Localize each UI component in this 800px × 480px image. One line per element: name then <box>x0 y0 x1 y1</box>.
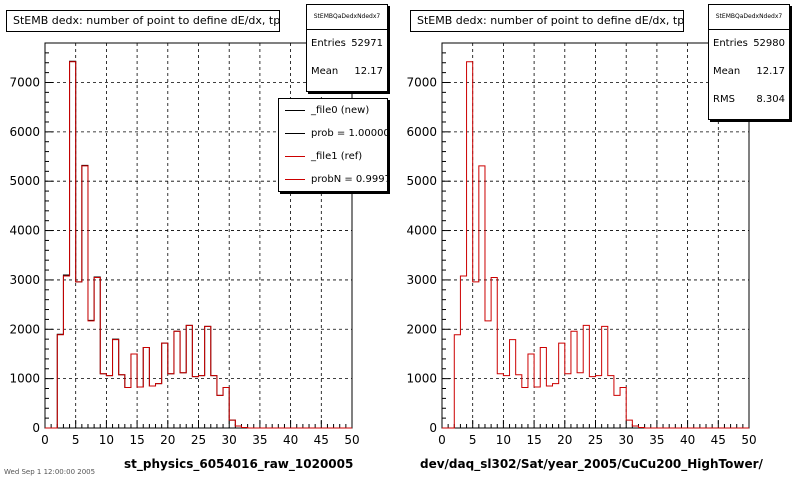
stats-row-entries: Entries 52980 <box>713 38 785 49</box>
x-tick-label: 10 <box>496 433 511 447</box>
stats-row-mean: Mean 12.17 <box>713 66 785 77</box>
stats-row-entries: Entries 52971 <box>311 38 383 49</box>
x-tick-label: 25 <box>191 433 206 447</box>
histogram-series <box>45 61 352 429</box>
x-tick-label: 35 <box>252 433 267 447</box>
y-tick-label: 0 <box>32 421 40 435</box>
legend-swatch <box>285 110 305 111</box>
x-tick-label: 25 <box>588 433 603 447</box>
y-tick-label: 6000 <box>9 125 40 139</box>
right-histogram-title: StEMB dedx: number of point to define dE… <box>410 10 684 32</box>
x-tick-label: 30 <box>222 433 237 447</box>
x-tick-label: 40 <box>680 433 695 447</box>
legend-swatch <box>285 179 305 180</box>
y-tick-label: 1000 <box>406 372 437 386</box>
legend-swatch <box>285 133 305 134</box>
x-tick-label: 15 <box>129 433 144 447</box>
x-tick-label: 50 <box>344 433 359 447</box>
x-tick-label: 35 <box>649 433 664 447</box>
stats-name: StEMBQaDedxNdedx7 <box>709 5 789 30</box>
x-tick-label: 20 <box>557 433 572 447</box>
y-tick-label: 7000 <box>406 75 437 89</box>
x-tick-label: 0 <box>41 433 49 447</box>
right-stats-box: StEMBQaDedxNdedx7 Entries 52980 Mean 12.… <box>708 4 790 120</box>
left-x-axis-title: st_physics_6054016_raw_1020005 <box>124 457 354 471</box>
stats-name: StEMBQaDedxNdedx7 <box>307 5 387 30</box>
x-tick-label: 0 <box>438 433 446 447</box>
y-tick-label: 4000 <box>406 224 437 238</box>
y-tick-label: 2000 <box>9 322 40 336</box>
x-tick-label: 20 <box>160 433 175 447</box>
y-tick-label: 7000 <box>9 75 40 89</box>
x-tick-label: 45 <box>314 433 329 447</box>
left-histogram-title: StEMB dedx: number of point to define dE… <box>6 10 280 32</box>
y-tick-label: 5000 <box>406 174 437 188</box>
y-tick-label: 1000 <box>9 372 40 386</box>
y-tick-label: 3000 <box>9 273 40 287</box>
footer-timestamp: Wed Sep 1 12:00:00 2005 <box>4 468 96 476</box>
left-stats-box: StEMBQaDedxNdedx7 Entries 52971 Mean 12.… <box>306 4 388 92</box>
stats-row-mean: Mean 12.17 <box>311 66 383 77</box>
y-tick-label: 5000 <box>9 174 40 188</box>
stats-row-rms: RMS 8.304 <box>713 94 785 105</box>
x-tick-label: 5 <box>72 433 80 447</box>
y-tick-label: 4000 <box>9 224 40 238</box>
x-tick-label: 40 <box>283 433 298 447</box>
histogram-series <box>442 61 749 429</box>
x-tick-label: 30 <box>619 433 634 447</box>
x-tick-label: 10 <box>99 433 114 447</box>
left-legend-box: _file0 (new) prob = 1.000000 _file1 (ref… <box>278 98 388 192</box>
x-tick-label: 15 <box>526 433 541 447</box>
right-x-axis-title: dev/daq_sl302/Sat/year_2005/CuCu200_High… <box>420 457 763 471</box>
y-tick-label: 0 <box>429 421 437 435</box>
legend-entry-probn: probN = 0.999751 <box>279 168 387 191</box>
y-tick-label: 3000 <box>406 273 437 287</box>
legend-swatch <box>285 156 305 157</box>
x-tick-label: 50 <box>741 433 756 447</box>
y-tick-label: 6000 <box>406 125 437 139</box>
legend-entry-prob: prob = 1.000000 <box>279 122 387 145</box>
y-tick-label: 2000 <box>406 322 437 336</box>
x-tick-label: 45 <box>711 433 726 447</box>
legend-entry-new: _file0 (new) <box>279 99 387 122</box>
x-tick-label: 5 <box>469 433 477 447</box>
legend-entry-ref: _file1 (ref) <box>279 145 387 168</box>
